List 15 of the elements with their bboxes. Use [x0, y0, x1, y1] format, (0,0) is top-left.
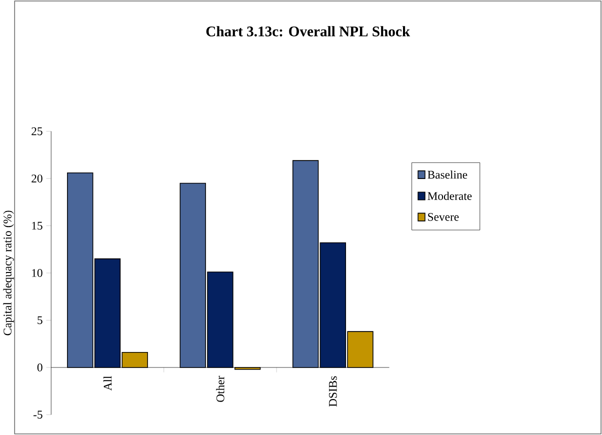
- x-tick-label: DSIBs: [328, 376, 337, 407]
- y-tick-label: 25: [32, 127, 42, 136]
- x-tick-label: All: [103, 376, 112, 391]
- legend-label: Moderate: [428, 192, 472, 200]
- y-axis-title: Capital adequacy ratio (%): [3, 210, 14, 336]
- y-tick-label: 15: [32, 222, 42, 230]
- legend-label: Severe: [428, 213, 459, 221]
- chart-title: Chart 3.13c: Overall NPL Shock: [206, 26, 410, 36]
- y-tick-label: 10: [32, 269, 42, 277]
- y-tick-label: -5: [33, 410, 42, 419]
- y-tick-label: 20: [32, 174, 42, 182]
- legend-label: Baseline: [428, 170, 468, 179]
- x-tick-label: Other: [216, 376, 224, 402]
- y-tick-label: 5: [38, 316, 42, 324]
- y-tick-label: 0: [37, 364, 42, 372]
